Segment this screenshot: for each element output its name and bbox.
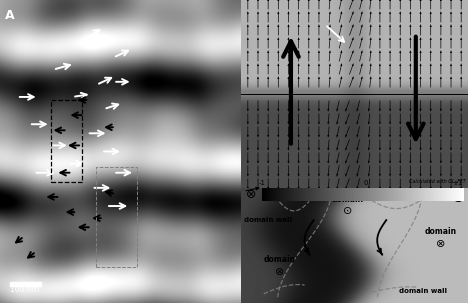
Text: +1: +1 — [453, 180, 463, 186]
Text: ⊗: ⊗ — [275, 267, 284, 277]
Text: ⊗: ⊗ — [246, 188, 256, 201]
Bar — [51, 100, 82, 182]
Text: 100 nm: 100 nm — [10, 285, 39, 294]
Text: domain wall: domain wall — [399, 288, 446, 295]
Text: 0: 0 — [364, 180, 368, 186]
Text: B: B — [350, 222, 359, 235]
Text: A: A — [5, 9, 15, 22]
Text: ⊙: ⊙ — [343, 206, 352, 216]
Text: C: C — [452, 192, 461, 205]
Text: domain: domain — [263, 255, 296, 264]
Text: ⊗: ⊗ — [436, 239, 446, 249]
Text: domain wall: domain wall — [244, 217, 292, 223]
Text: domain: domain — [332, 195, 364, 204]
Text: domain: domain — [424, 227, 457, 236]
Text: ⊙: ⊙ — [453, 188, 463, 201]
Text: Calculated with GL_FFT: Calculated with GL_FFT — [409, 178, 466, 184]
Bar — [10, 282, 41, 286]
Bar — [96, 167, 138, 267]
Text: -1: -1 — [259, 180, 266, 186]
